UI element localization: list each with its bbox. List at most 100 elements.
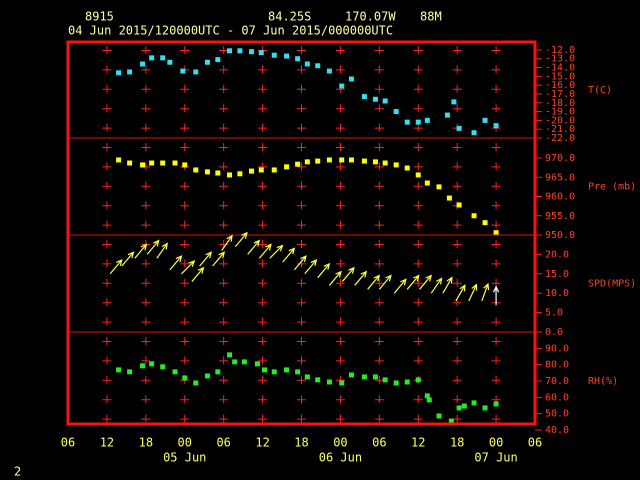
- data-point: [304, 159, 310, 165]
- data-point: [393, 380, 399, 386]
- data-point: [424, 393, 430, 399]
- data-point: [182, 375, 188, 381]
- data-point: [249, 168, 255, 174]
- data-point: [149, 160, 155, 166]
- x-tick-label: 12: [411, 436, 425, 450]
- data-point: [227, 352, 233, 358]
- y-tick-label: -18.0: [545, 98, 575, 109]
- station-id: 8915: [85, 10, 114, 24]
- wind-arrow: [212, 251, 226, 267]
- data-point: [284, 367, 290, 373]
- data-point: [193, 69, 199, 75]
- data-point: [315, 158, 321, 164]
- x-tick-label: 18: [139, 436, 153, 450]
- y-tick-label: -16.0: [545, 80, 575, 91]
- data-point: [258, 50, 264, 56]
- wind-arrow: [492, 285, 500, 305]
- data-point: [304, 61, 310, 67]
- wind-arrow: [406, 274, 420, 290]
- data-point: [167, 59, 173, 65]
- wind-arrow: [317, 262, 331, 279]
- data-point: [262, 367, 268, 373]
- data-point: [315, 377, 321, 383]
- data-point: [471, 130, 477, 136]
- data-point: [456, 405, 462, 411]
- data-point: [182, 162, 188, 168]
- data-point: [361, 94, 367, 100]
- y-axis-label: RH(%): [588, 376, 618, 387]
- data-point: [482, 117, 488, 123]
- data-point: [339, 157, 345, 163]
- wind-arrow: [378, 274, 392, 290]
- wind-arrow: [341, 266, 355, 282]
- data-point: [493, 230, 499, 236]
- wind-arrow: [367, 274, 381, 290]
- y-tick-label: 20.0: [545, 249, 569, 260]
- data-point: [393, 162, 399, 168]
- x-tick-label: 06: [216, 436, 230, 450]
- data-point: [471, 213, 477, 219]
- y-tick-label: 0.0: [545, 327, 563, 338]
- data-point: [326, 157, 332, 163]
- wind-arrow: [156, 242, 168, 259]
- data-point: [160, 55, 166, 61]
- wind-arrow: [146, 239, 160, 255]
- data-point: [258, 167, 264, 173]
- data-point: [172, 369, 178, 375]
- data-point: [271, 52, 277, 58]
- x-tick-label: 00: [333, 436, 347, 450]
- data-point: [415, 119, 421, 125]
- data-point: [237, 171, 243, 177]
- data-point: [348, 76, 354, 82]
- data-point: [415, 377, 421, 383]
- data-point: [393, 109, 399, 115]
- y-axis-label: Pre (mb): [588, 182, 636, 193]
- data-point: [372, 96, 378, 102]
- data-point: [304, 374, 310, 380]
- x-tick-label: 06: [372, 436, 386, 450]
- data-point: [295, 161, 301, 167]
- data-point: [215, 57, 221, 63]
- longitude: 170.07W: [345, 10, 396, 24]
- wind-arrow: [481, 282, 490, 302]
- data-point: [140, 61, 146, 67]
- wind-arrow: [293, 255, 307, 271]
- data-point: [127, 160, 133, 166]
- data-point: [471, 400, 477, 406]
- data-point: [482, 405, 488, 411]
- wind-arrow: [455, 284, 466, 302]
- data-point: [372, 159, 378, 165]
- data-point: [284, 53, 290, 59]
- y-tick-label: -19.0: [545, 107, 575, 118]
- wind-arrow: [419, 274, 433, 290]
- data-point: [249, 49, 255, 55]
- data-point: [424, 180, 430, 186]
- y-tick-label: -20.0: [545, 115, 575, 126]
- x-tick-label: 18: [294, 436, 308, 450]
- y-tick-label: 5.0: [545, 308, 563, 319]
- wind-arrow: [430, 277, 443, 294]
- data-point: [326, 68, 332, 74]
- x-tick-label: 18: [450, 436, 464, 450]
- data-point: [232, 359, 238, 365]
- data-point: [436, 413, 442, 419]
- data-point: [172, 160, 178, 166]
- x-tick-label: 12: [100, 436, 114, 450]
- data-point: [215, 369, 221, 375]
- wind-arrow: [181, 260, 196, 275]
- data-point: [295, 56, 301, 62]
- y-tick-label: 60.0: [545, 392, 569, 403]
- y-tick-label: -15.0: [545, 71, 575, 82]
- data-point: [372, 374, 378, 380]
- y-tick-label: -12.0: [545, 45, 575, 56]
- data-point: [149, 361, 155, 367]
- data-point: [382, 160, 388, 166]
- data-point: [227, 48, 233, 54]
- data-point: [127, 69, 133, 75]
- wind-arrow: [393, 278, 407, 294]
- data-point: [116, 157, 122, 163]
- y-tick-label: 10.0: [545, 288, 569, 299]
- data-point: [116, 367, 122, 373]
- wind-arrow: [269, 244, 284, 259]
